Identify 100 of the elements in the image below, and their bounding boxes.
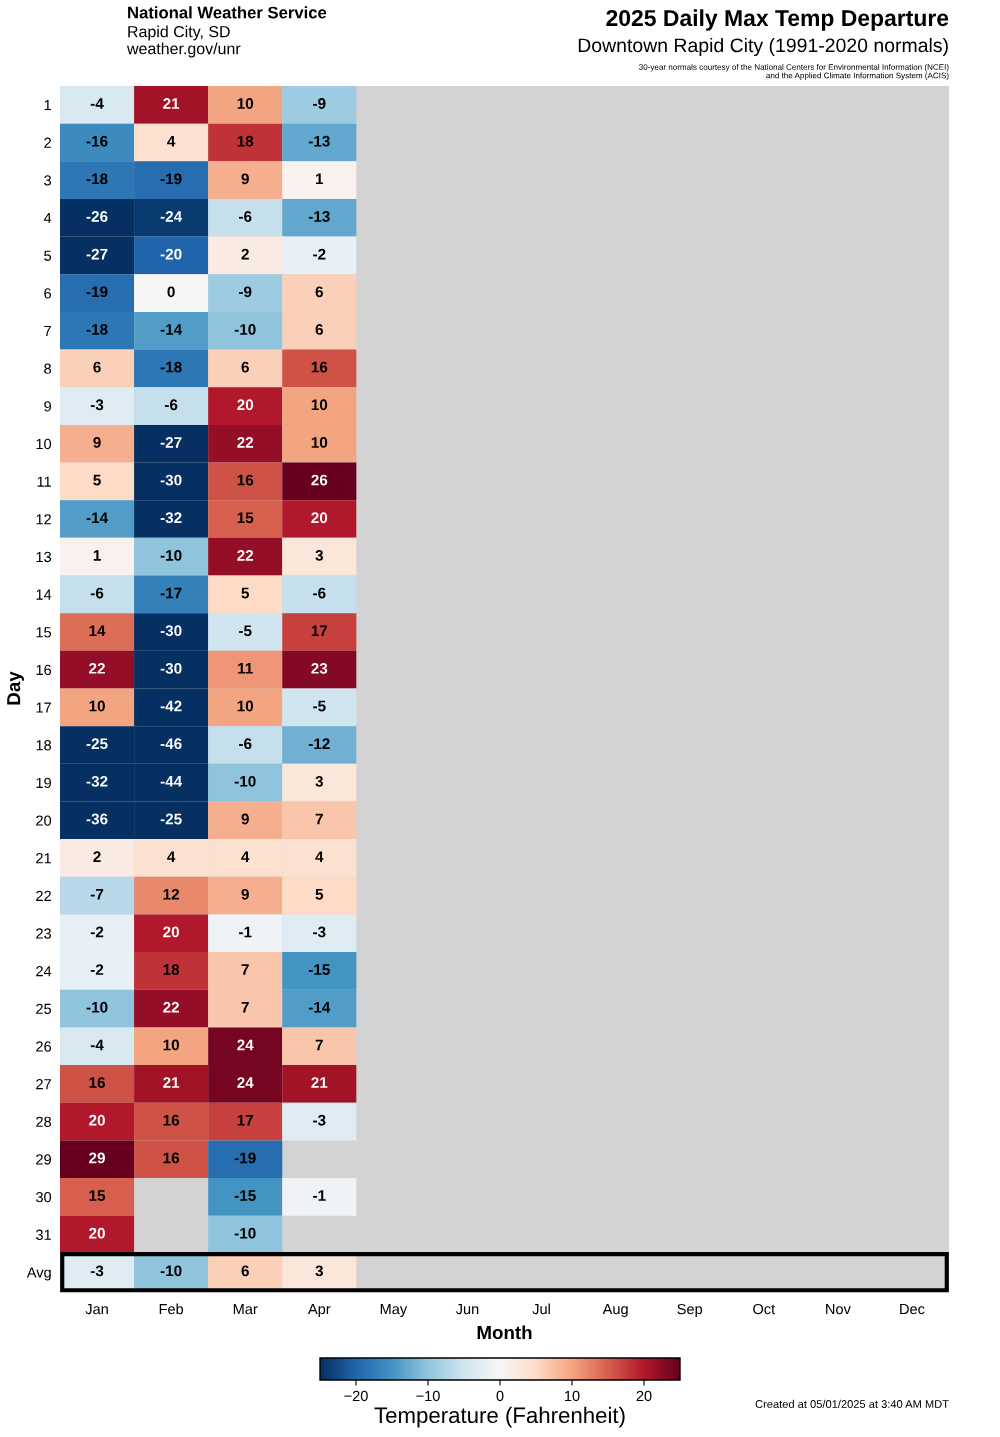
data-label: -27 <box>160 437 182 448</box>
x-tick-label: Aug <box>602 1304 628 1318</box>
data-label: 6 <box>241 361 249 373</box>
y-tick-label: 13 <box>36 551 52 563</box>
data-label: 16 <box>237 474 254 486</box>
x-axis-title: Month <box>477 1325 532 1340</box>
data-label: 21 <box>311 1077 328 1088</box>
y-tick-label: 25 <box>36 1003 52 1015</box>
data-label: -2 <box>313 248 326 260</box>
data-label: 0 <box>167 286 175 298</box>
color-bar-label: 20 <box>636 1390 652 1402</box>
data-label: 14 <box>89 625 106 636</box>
data-label: -9 <box>239 286 252 298</box>
data-label: 16 <box>163 1152 180 1164</box>
data-label: -6 <box>164 399 178 411</box>
data-label: 7 <box>241 1002 249 1013</box>
data-label: -2 <box>90 926 104 938</box>
data-label: -18 <box>160 361 182 373</box>
data-label: 10 <box>237 700 254 712</box>
data-label: -9 <box>313 98 326 109</box>
y-axis-title: Day <box>7 671 24 705</box>
y-tick-label: 15 <box>36 627 52 638</box>
y-tick-label: 24 <box>36 966 52 977</box>
data-label: -36 <box>86 813 108 825</box>
data-label: 6 <box>241 1265 249 1277</box>
data-label: -46 <box>160 738 182 750</box>
y-tick-label: 12 <box>36 514 51 525</box>
x-tick-label: Jul <box>532 1303 550 1315</box>
data-label: -10 <box>160 549 182 561</box>
data-label: -17 <box>160 587 182 599</box>
data-label: 24 <box>237 1077 254 1088</box>
y-tick-label: 20 <box>36 815 52 826</box>
data-label: -4 <box>90 98 104 109</box>
data-label: 10 <box>311 399 328 411</box>
data-label: 22 <box>89 662 105 674</box>
data-label: 10 <box>311 437 328 448</box>
x-tick-label: Sep <box>677 1303 703 1318</box>
data-label: -24 <box>160 211 183 222</box>
y-tick-label: 16 <box>36 664 52 676</box>
text: Rapid City, SD <box>128 25 230 41</box>
color-bar-label: −20 <box>344 1390 368 1402</box>
x-tick-label: Feb <box>159 1303 184 1315</box>
data-label: -1 <box>313 1190 326 1201</box>
y-tick-label: 8 <box>44 363 52 374</box>
data-label: 6 <box>315 324 323 335</box>
data-label: -2 <box>90 964 104 975</box>
data-label: -25 <box>86 738 108 750</box>
text: weather.gov/unr <box>126 42 241 58</box>
data-label: 21 <box>163 98 180 109</box>
x-tick-label: Dec <box>900 1304 925 1315</box>
data-label: 5 <box>241 587 250 599</box>
data-label: 2 <box>241 248 249 260</box>
data-label: -20 <box>160 248 182 260</box>
data-label: 4 <box>167 851 176 862</box>
y-tick-label: 19 <box>36 777 51 789</box>
data-label: 5 <box>93 474 101 486</box>
x-tick-label: Jun <box>455 1304 479 1315</box>
y-tick-label: 28 <box>36 1116 52 1127</box>
text: Created at 05/01/2025 at 3:40 AM MDT <box>755 1399 949 1408</box>
data-label: -15 <box>308 964 330 976</box>
data-label: 9 <box>241 888 249 900</box>
data-label: 10 <box>89 700 105 712</box>
data-label: -3 <box>90 399 104 411</box>
color-bar-label: −10 <box>416 1390 440 1402</box>
color-bar-label: 0 <box>496 1390 504 1402</box>
data-label: -30 <box>160 625 182 637</box>
y-tick-label: 4 <box>43 213 52 224</box>
x-tick-label: Nov <box>826 1304 851 1315</box>
y-tick-label: 7 <box>44 326 51 337</box>
data-label: 3 <box>315 775 323 787</box>
y-tick-label: 31 <box>36 1229 51 1240</box>
data-label: 4 <box>241 851 250 862</box>
data-label: 7 <box>241 964 249 975</box>
x-tick-label: Jan <box>85 1304 108 1315</box>
data-label: 7 <box>315 1039 323 1051</box>
data-label: -3 <box>313 926 326 938</box>
data-label: 20 <box>311 512 328 524</box>
data-label: -14 <box>160 324 183 335</box>
data-label: 4 <box>315 851 324 862</box>
data-label: 16 <box>163 1114 180 1126</box>
data-label: -1 <box>239 926 252 938</box>
data-label: -25 <box>160 813 182 825</box>
data-label: 21 <box>163 1077 180 1088</box>
data-label: 1 <box>93 550 101 561</box>
data-label: -27 <box>86 248 108 260</box>
data-label: -10 <box>234 324 256 335</box>
data-label: 18 <box>237 135 254 147</box>
y-tick-label: 3 <box>44 175 52 186</box>
data-label: 24 <box>237 1039 254 1051</box>
data-label: 20 <box>163 926 179 938</box>
y-tick-label: 22 <box>36 890 51 901</box>
data-label: -4 <box>90 1039 104 1051</box>
color-bar-title: Temperature (Fahrenheit) <box>374 1406 625 1428</box>
y-tick-label: 10 <box>36 438 52 450</box>
data-label: 6 <box>315 286 323 298</box>
data-label: 12 <box>163 888 180 900</box>
data-label: -10 <box>234 1227 256 1239</box>
data-label: 7 <box>315 813 323 825</box>
data-label: 22 <box>163 1001 180 1013</box>
data-label: -10 <box>234 775 256 787</box>
